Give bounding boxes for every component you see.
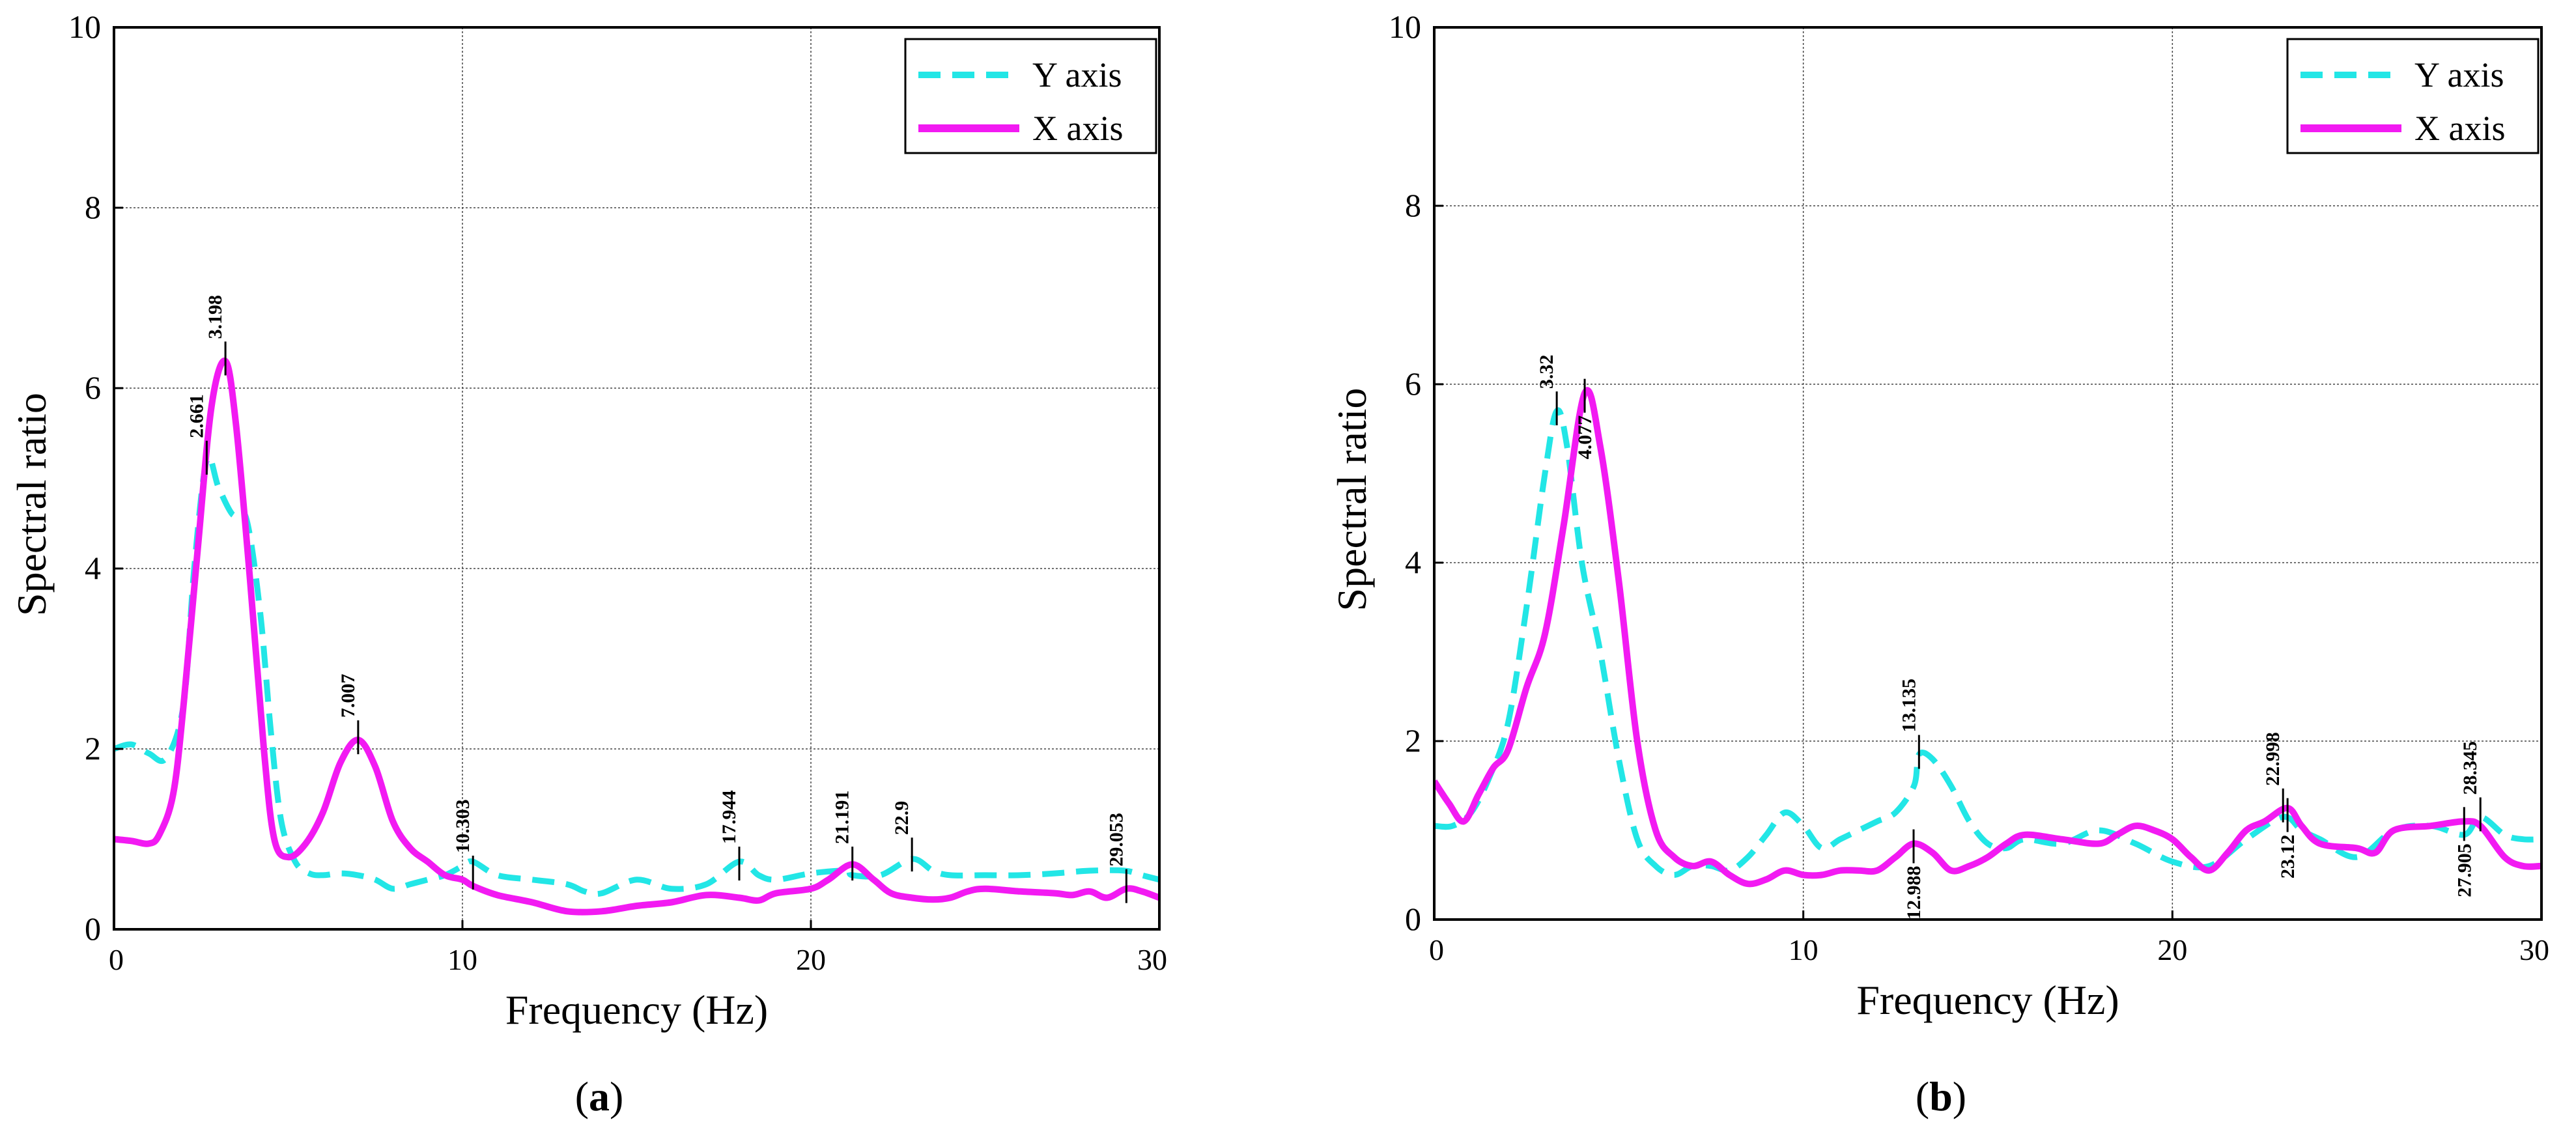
peak-annotation: 17.944 [718, 791, 741, 881]
series-line-x-axis [114, 357, 1159, 916]
peak-label: 22.998 [2262, 732, 2284, 786]
peak-annotation: 10.303 [452, 799, 474, 890]
peak-label: 10.303 [452, 799, 474, 853]
peak-annotation: 2.661 [186, 394, 208, 475]
peak-label: 7.007 [337, 674, 359, 718]
caption-letter: b [1929, 1073, 1953, 1119]
peak-label: 3.32 [1536, 355, 1557, 389]
y-tick-label: 0 [85, 910, 101, 947]
peak-annotation: 21.191 [832, 791, 854, 881]
peak-label: 22.9 [891, 801, 913, 836]
plot-area [1434, 387, 2541, 888]
peak-label: 17.944 [718, 791, 740, 845]
series-line-x-axis [1434, 387, 2541, 888]
series-line-y-axis [114, 454, 1159, 897]
y-tick-label: 4 [85, 550, 101, 586]
y-tick-label: 8 [1405, 187, 1421, 223]
x-tick-label: 20 [2157, 933, 2187, 966]
legend: Y axis X axis [904, 38, 1157, 154]
y-axis-label: Spectral ratio [8, 393, 55, 616]
x-tick-label: 0 [109, 943, 124, 976]
peak-annotation: 12.988 [1903, 829, 1925, 920]
legend-box [904, 38, 1157, 154]
y-tick-label: 10 [1389, 8, 1421, 45]
x-tick-label: 20 [796, 943, 826, 976]
chart-panel-a: 2.661 3.198 7.007 10.303 17.944 21.191 22.9 29.… [8, 8, 1167, 1119]
peak-label: 28.345 [2459, 741, 2481, 795]
legend-label: X axis [2414, 109, 2505, 148]
y-tick-label: 4 [1405, 544, 1421, 580]
peak-label: 12.988 [1903, 866, 1925, 920]
legend-label: X axis [1032, 109, 1123, 148]
peak-annotation: 22.998 [2262, 732, 2284, 823]
peak-label: 3.198 [205, 295, 226, 339]
legend-label: Y axis [1032, 55, 1122, 94]
peak-annotation: 3.32 [1536, 355, 1558, 426]
peak-label: 4.077 [1574, 415, 1596, 460]
caption-paren: ) [610, 1073, 623, 1119]
peak-label: 27.905 [2454, 843, 2475, 897]
peak-annotation: 3.198 [205, 295, 227, 376]
peak-label: 21.191 [832, 791, 853, 845]
series-line-y-axis [1434, 407, 2541, 878]
x-axis-label: Frequency (Hz) [1856, 977, 2119, 1023]
x-tick-label: 0 [1429, 933, 1444, 966]
y-tick-label: 8 [85, 189, 101, 225]
y-tick-label: 0 [1405, 901, 1421, 937]
peak-annotation: 28.345 [2459, 741, 2482, 832]
axes-frame [1433, 26, 2543, 921]
peak-label: 29.053 [1105, 813, 1127, 867]
x-axis-label: Frequency (Hz) [505, 987, 768, 1033]
caption-paren: ( [575, 1073, 589, 1119]
peak-label: 13.135 [1898, 679, 1919, 733]
axes-frame [113, 26, 1161, 931]
peak-label: 2.661 [186, 394, 207, 438]
y-tick-label: 6 [1405, 365, 1421, 402]
x-tick-label: 10 [447, 943, 477, 976]
caption-paren: ( [1916, 1073, 1929, 1119]
peak-annotation: 29.053 [1105, 813, 1127, 903]
panel-caption: (b) [1916, 1073, 1966, 1119]
peak-annotation: 7.007 [337, 674, 360, 755]
peak-label: 23.12 [2277, 835, 2299, 879]
plot-area [114, 357, 1159, 916]
y-axis-label: Spectral ratio [1329, 388, 1375, 612]
panel-caption: (a) [575, 1073, 624, 1119]
caption-letter: a [589, 1073, 610, 1119]
peak-annotation: 4.077 [1574, 378, 1596, 460]
peak-annotation: 13.135 [1898, 679, 1920, 769]
x-tick-label: 10 [1789, 933, 1819, 966]
y-tick-label: 10 [68, 8, 101, 45]
y-tick-label: 6 [85, 369, 101, 406]
legend-box [2286, 38, 2540, 154]
peak-annotation: 23.12 [2277, 798, 2299, 879]
peak-annotation: 22.9 [891, 801, 913, 872]
peak-annotation: 27.905 [2454, 807, 2475, 897]
legend: Y axis X axis [2286, 38, 2540, 154]
x-tick-label: 30 [2519, 933, 2549, 966]
caption-paren: ) [1953, 1073, 1966, 1119]
y-tick-label: 2 [85, 730, 101, 766]
x-tick-label: 30 [1137, 943, 1167, 976]
y-tick-label: 2 [1405, 722, 1421, 759]
legend-label: Y axis [2414, 55, 2504, 94]
